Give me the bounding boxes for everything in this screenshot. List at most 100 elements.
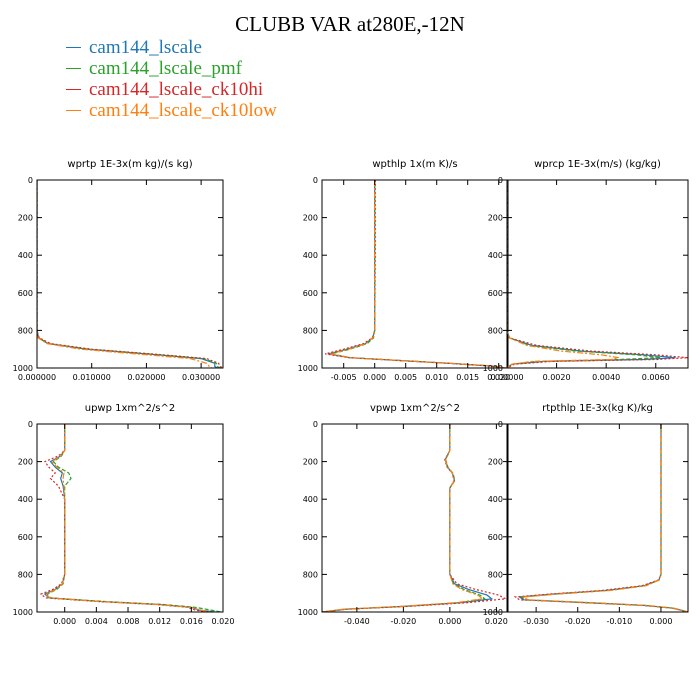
legend-label: cam144_lscale_ck10hi — [89, 79, 264, 100]
legend: cam144_lscale cam144_lscale_pmf cam144_l… — [66, 37, 277, 121]
y-tick-label: 200 — [488, 458, 503, 467]
y-tick-label: 0 — [28, 176, 33, 185]
x-tick-label: 0.004 — [85, 617, 108, 626]
legend-item: cam144_lscale_ck10hi — [66, 79, 277, 100]
x-tick-label: 0.010000 — [73, 373, 111, 382]
series-line — [324, 180, 504, 368]
series-line — [322, 424, 508, 612]
plot-frame — [506, 179, 689, 369]
y-tick-label: 0 — [28, 420, 33, 429]
series-line — [328, 180, 505, 368]
legend-item: cam144_lscale — [66, 37, 277, 58]
y-tick-label: 1000 — [13, 364, 33, 373]
series-line — [507, 180, 688, 368]
panel-title: wpthlp 1x(m K)/s — [372, 159, 457, 170]
legend-swatch — [66, 47, 81, 48]
y-tick-label: 1000 — [483, 364, 503, 373]
y-tick-label: 0 — [313, 176, 318, 185]
series-line — [322, 424, 484, 612]
y-tick-label: 400 — [303, 251, 318, 260]
y-tick-label: 800 — [303, 570, 318, 579]
legend-swatch — [66, 68, 81, 69]
x-tick-label: -0.020 — [565, 617, 591, 626]
series-line — [43, 424, 216, 612]
panel-title: wprcp 1E-3x(m/s) (kg/kg) — [534, 159, 661, 170]
y-tick-label: 1000 — [483, 608, 503, 617]
series-line — [521, 424, 688, 612]
legend-item: cam144_lscale_pmf — [66, 58, 277, 79]
x-tick-label: 0.015 — [456, 373, 479, 382]
y-tick-label: 800 — [303, 326, 318, 335]
plot-frame — [36, 423, 224, 613]
panel-title: rtpthlp 1E-3x(kg K)/kg — [542, 403, 653, 414]
x-tick-label: 0.0020 — [543, 373, 571, 382]
plot-frame — [321, 179, 509, 369]
x-tick-label: 0.0060 — [642, 373, 670, 382]
series-line — [44, 424, 212, 612]
y-tick-label: 600 — [488, 533, 503, 542]
y-tick-label: 400 — [303, 495, 318, 504]
y-tick-label: 0 — [498, 420, 503, 429]
legend-item: cam144_lscale_ck10low — [66, 100, 277, 121]
y-tick-label: 200 — [18, 214, 33, 223]
legend-swatch — [66, 89, 81, 90]
y-tick-label: 200 — [303, 214, 318, 223]
series-line — [37, 180, 223, 368]
x-tick-label: -0.005 — [331, 373, 357, 382]
series-line — [37, 180, 213, 368]
panel: upwp 1xm^2/s^2 0 200 400 600 800 1000 0.000 0.00… — [13, 403, 235, 626]
series-line — [513, 424, 688, 612]
y-tick-label: 800 — [18, 326, 33, 335]
legend-label: cam144_lscale — [89, 37, 202, 58]
y-tick-label: 200 — [18, 458, 33, 467]
y-tick-label: 0 — [498, 176, 503, 185]
series-line — [322, 424, 487, 612]
legend-swatch — [66, 110, 81, 111]
y-tick-label: 1000 — [298, 364, 318, 373]
x-tick-label: 0.020000 — [127, 373, 165, 382]
figure-title: CLUBB VAR at280E,-12N — [235, 12, 465, 36]
y-tick-label: 1000 — [298, 608, 318, 617]
x-tick-label: 0.020 — [485, 617, 508, 626]
x-tick-label: 0.000 — [438, 617, 461, 626]
series-line — [46, 424, 222, 612]
panel-title: upwp 1xm^2/s^2 — [85, 403, 175, 414]
x-tick-label: 0.000 — [363, 373, 386, 382]
series-line — [39, 424, 208, 612]
series-line — [517, 424, 688, 612]
plot-frame — [321, 423, 509, 613]
y-tick-label: 1000 — [13, 608, 33, 617]
y-tick-label: 400 — [488, 495, 503, 504]
series-line — [329, 180, 506, 368]
x-tick-label: -0.030 — [523, 617, 549, 626]
y-tick-label: 800 — [488, 570, 503, 579]
x-tick-label: 0.020 — [212, 617, 235, 626]
y-tick-label: 600 — [303, 533, 318, 542]
panel: wpthlp 1x(m K)/s 0 200 400 600 800 1000 -0.005 0… — [298, 159, 511, 382]
y-tick-label: 800 — [18, 570, 33, 579]
x-tick-label: 0.0040 — [592, 373, 620, 382]
x-tick-label: 0.005 — [394, 373, 417, 382]
series-line — [519, 424, 688, 612]
x-tick-label: 0.012 — [148, 617, 171, 626]
y-tick-label: 200 — [303, 458, 318, 467]
panel: wprtp 1E-3x(m kg)/(s kg) 0 200 400 600 800 100… — [13, 159, 224, 382]
plot-frame — [506, 423, 689, 613]
x-tick-label: -0.020 — [390, 617, 416, 626]
x-tick-label: 0.000000 — [18, 373, 56, 382]
series-line — [37, 180, 218, 368]
series-line — [507, 180, 676, 368]
x-tick-label: 0.016 — [180, 617, 203, 626]
y-tick-label: 400 — [18, 495, 33, 504]
series-line — [37, 180, 221, 368]
y-tick-label: 400 — [488, 251, 503, 260]
x-tick-label: 0.000 — [650, 617, 673, 626]
x-tick-label: 0.010 — [425, 373, 448, 382]
series-line — [507, 180, 619, 368]
x-tick-label: 0.020 — [487, 373, 510, 382]
plot-frame — [36, 179, 224, 369]
y-tick-label: 600 — [18, 289, 33, 298]
series-line — [507, 180, 661, 368]
x-tick-label: -0.040 — [344, 617, 370, 626]
